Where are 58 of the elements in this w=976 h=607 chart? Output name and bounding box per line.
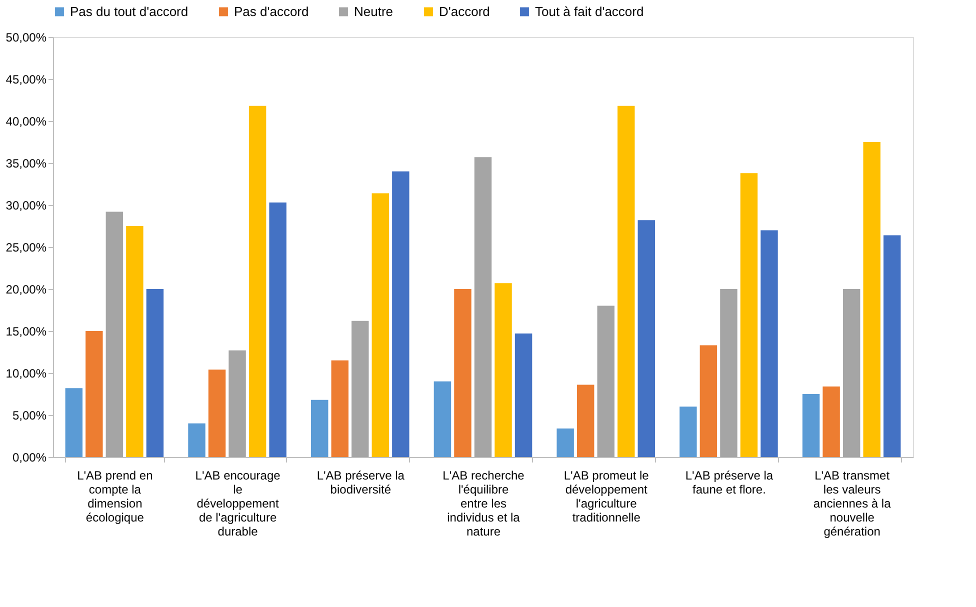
bar bbox=[576, 384, 594, 457]
bar bbox=[372, 193, 390, 457]
bar bbox=[556, 428, 574, 457]
bar bbox=[434, 381, 452, 457]
bar bbox=[700, 345, 718, 457]
x-tick-label: L'AB transmet les valeurs anciennes à la nouvelle génération bbox=[813, 468, 892, 538]
y-tick-label: 25,00% bbox=[6, 240, 47, 254]
y-tick-label: 50,00% bbox=[6, 30, 47, 44]
legend-label: Tout à fait d'accord bbox=[535, 4, 644, 19]
legend-label: D'accord bbox=[439, 4, 490, 19]
bar bbox=[86, 331, 103, 457]
legend-label: Neutre bbox=[354, 4, 394, 19]
bar bbox=[822, 386, 840, 457]
bar bbox=[454, 289, 472, 457]
bar bbox=[760, 230, 778, 457]
bar bbox=[638, 220, 655, 457]
y-tick-label: 45,00% bbox=[6, 72, 47, 86]
y-tick-label: 30,00% bbox=[6, 198, 47, 212]
y-tick-label: 15,00% bbox=[6, 324, 47, 338]
x-tick-label: L'AB préserve la faune et flore. bbox=[685, 468, 774, 496]
bar bbox=[863, 142, 880, 457]
bar bbox=[106, 212, 124, 457]
bar bbox=[146, 289, 164, 457]
x-tick-label: L'AB prend en compte la dimension écologique bbox=[77, 468, 153, 524]
bar bbox=[65, 388, 83, 457]
bar bbox=[618, 106, 635, 457]
bar bbox=[494, 283, 512, 457]
bar bbox=[228, 350, 246, 457]
bar bbox=[883, 235, 901, 457]
x-tick-label: L'AB recherche l'équilibre entre les individus et la nature bbox=[442, 468, 525, 538]
bar bbox=[597, 306, 614, 457]
y-tick-label: 20,00% bbox=[6, 282, 47, 296]
x-tick-label: L'AB préserve la biodiversité bbox=[316, 468, 405, 496]
bar bbox=[188, 423, 206, 457]
y-tick-label: 40,00% bbox=[6, 114, 47, 128]
legend-label: Pas du tout d'accord bbox=[70, 4, 188, 19]
bar bbox=[352, 320, 369, 457]
legend-label: Pas d'accord bbox=[234, 4, 309, 19]
bar bbox=[474, 157, 492, 457]
x-tick-label: L'AB encourage le développement de l'agriculture durable bbox=[195, 468, 281, 538]
bar bbox=[802, 394, 820, 457]
bar bbox=[311, 400, 328, 457]
bar bbox=[740, 173, 758, 457]
y-tick-label: 0,00% bbox=[12, 450, 47, 464]
bar bbox=[842, 289, 860, 457]
bar bbox=[720, 289, 738, 457]
y-tick-label: 35,00% bbox=[6, 156, 47, 170]
x-tick-label: L'AB promeut le développement l'agriculture traditionnelle bbox=[564, 468, 650, 524]
bar bbox=[126, 226, 144, 457]
bar bbox=[331, 360, 348, 457]
bar bbox=[514, 334, 532, 457]
bar bbox=[208, 370, 226, 457]
bar bbox=[269, 202, 286, 457]
y-tick-label: 10,00% bbox=[6, 366, 47, 380]
bar bbox=[392, 171, 410, 457]
y-tick-label: 5,00% bbox=[12, 408, 47, 422]
bar bbox=[248, 106, 266, 457]
bar bbox=[680, 406, 697, 457]
